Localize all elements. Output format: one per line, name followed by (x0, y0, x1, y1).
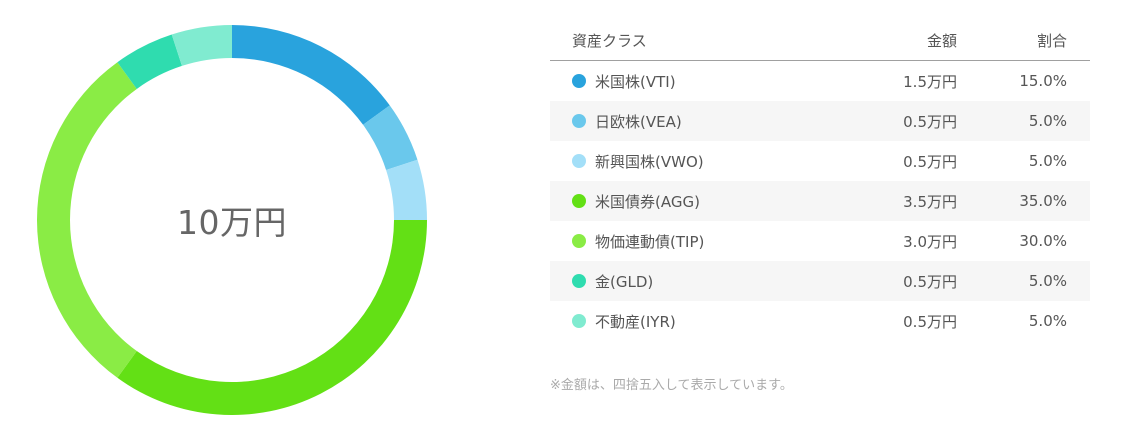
asset-name: 金(GLD) (595, 272, 654, 291)
asset-amount: 3.0万円 (903, 232, 957, 251)
table-row: 不動産(IYR) 0.5万円 5.0% (550, 301, 1090, 341)
donut-segment (117, 220, 427, 415)
legend-color-dot-icon (572, 114, 586, 128)
asset-ratio: 5.0% (1028, 312, 1067, 330)
asset-amount: 1.5万円 (903, 72, 957, 91)
legend-color-dot-icon (572, 74, 586, 88)
asset-ratio: 5.0% (1028, 272, 1067, 290)
table-row: 米国株(VTI) 1.5万円 15.0% (550, 61, 1090, 101)
donut-segment (363, 105, 418, 170)
asset-ratio: 5.0% (1028, 152, 1067, 170)
legend-color-dot-icon (572, 274, 586, 288)
table-row: 日欧株(VEA) 0.5万円 5.0% (550, 101, 1090, 141)
header-asset-class: 資産クラス (572, 31, 647, 50)
table-body: 米国株(VTI) 1.5万円 15.0% 日欧株(VEA) 0.5万円 5.0% 新興国株(… (550, 61, 1090, 341)
asset-amount: 3.5万円 (903, 192, 957, 211)
table-row: 米国債券(AGG) 3.5万円 35.0% (550, 181, 1090, 221)
asset-name: 米国株(VTI) (595, 72, 676, 91)
donut-svg (37, 25, 427, 415)
asset-name-cell: 米国債券(AGG) (550, 191, 850, 212)
table-row: 金(GLD) 0.5万円 5.0% (550, 261, 1090, 301)
header-amount: 金額 (926, 31, 957, 50)
asset-name-cell: 金(GLD) (550, 271, 850, 292)
legend-color-dot-icon (572, 234, 586, 248)
asset-name: 日欧株(VEA) (595, 112, 682, 131)
asset-name-cell: 新興国株(VWO) (550, 151, 850, 172)
asset-name: 新興国株(VWO) (595, 152, 704, 171)
asset-ratio: 5.0% (1028, 112, 1067, 130)
table-row: 物価連動債(TIP) 3.0万円 30.0% (550, 221, 1090, 261)
donut-segment (171, 25, 232, 66)
header-ratio: 割合 (1036, 31, 1067, 50)
donut-segment (117, 34, 182, 89)
asset-name: 物価連動債(TIP) (595, 232, 705, 251)
donut-segment (37, 62, 137, 378)
asset-amount: 0.5万円 (903, 272, 957, 291)
donut-chart: 10万円 (37, 25, 427, 415)
donut-segment (386, 159, 427, 220)
asset-amount: 0.5万円 (903, 112, 957, 131)
legend-color-dot-icon (572, 154, 586, 168)
table-header: 資産クラス 金額 割合 (550, 20, 1090, 61)
asset-amount: 0.5万円 (903, 312, 957, 331)
asset-amount: 0.5万円 (903, 152, 957, 171)
legend-color-dot-icon (572, 194, 586, 208)
rounding-note: ※金額は、四捨五入して表示しています。 (550, 378, 793, 393)
asset-name-cell: 日欧株(VEA) (550, 111, 850, 132)
asset-ratio: 15.0% (1019, 72, 1067, 90)
asset-ratio: 30.0% (1019, 232, 1067, 250)
legend-color-dot-icon (572, 314, 586, 328)
asset-name-cell: 不動産(IYR) (550, 311, 850, 332)
asset-name: 不動産(IYR) (595, 312, 676, 331)
donut-segment (232, 25, 390, 125)
asset-name-cell: 物価連動債(TIP) (550, 231, 850, 252)
table-row: 新興国株(VWO) 0.5万円 5.0% (550, 141, 1090, 181)
asset-allocation-table: 資産クラス 金額 割合 米国株(VTI) 1.5万円 15.0% 日欧株(VEA) 0.… (550, 20, 1090, 341)
asset-name-cell: 米国株(VTI) (550, 71, 850, 92)
asset-ratio: 35.0% (1019, 192, 1067, 210)
asset-name: 米国債券(AGG) (595, 192, 700, 211)
total-amount-label: 10万円 (177, 203, 287, 242)
